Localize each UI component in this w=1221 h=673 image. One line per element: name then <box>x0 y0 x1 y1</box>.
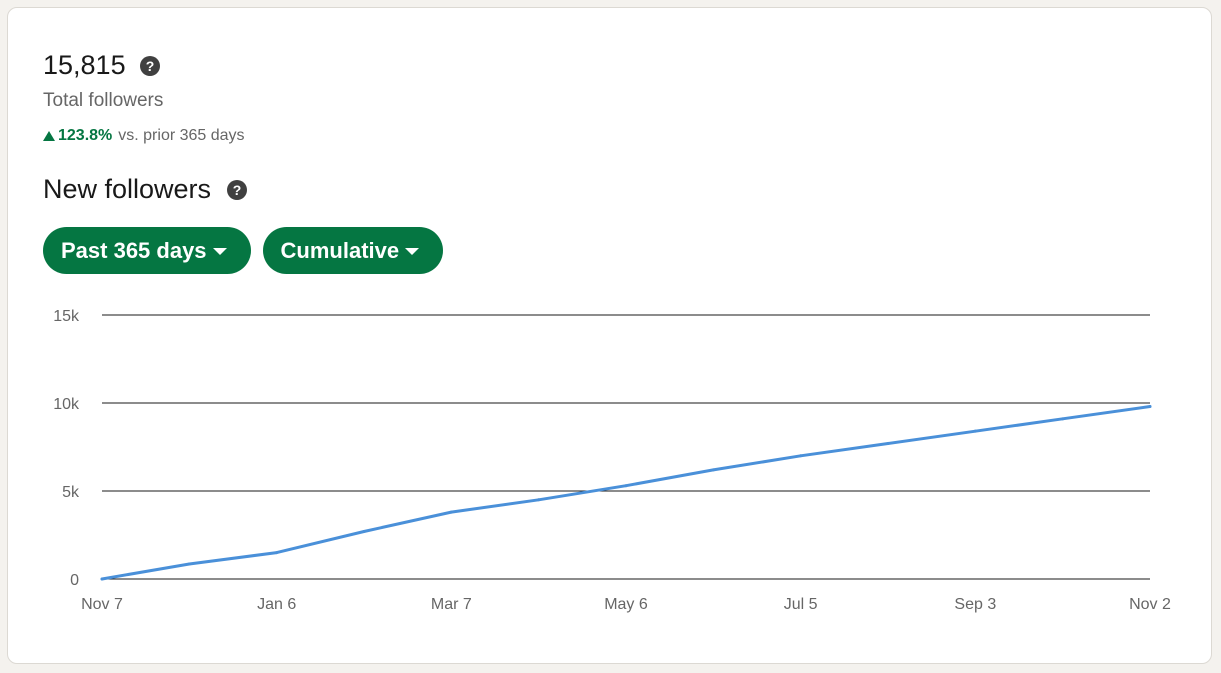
data-point <box>101 578 104 581</box>
x-tick-label: Sep 3 <box>954 596 996 613</box>
x-tick-label: May 6 <box>604 596 648 613</box>
x-tick-label: Mar 7 <box>431 596 472 613</box>
data-point <box>188 563 191 566</box>
y-tick-label: 0 <box>70 572 79 589</box>
x-tick-label: Nov 7 <box>81 596 123 613</box>
data-point <box>799 454 802 457</box>
data-point <box>1149 405 1152 408</box>
x-tick-label: Jan 6 <box>257 596 296 613</box>
y-tick-label: 10k <box>53 396 80 413</box>
data-point <box>887 442 890 445</box>
y-tick-label: 15k <box>53 308 80 325</box>
y-tick-label: 5k <box>62 484 80 501</box>
x-tick-label: Jul 5 <box>784 596 818 613</box>
data-point <box>712 468 715 471</box>
data-point <box>275 551 278 554</box>
data-point <box>625 484 628 487</box>
data-point <box>363 530 366 533</box>
series-line <box>102 407 1150 580</box>
x-tick-label: Nov 2 <box>1129 596 1171 613</box>
data-point <box>450 511 453 514</box>
data-point <box>537 498 540 501</box>
data-point <box>1061 417 1064 420</box>
data-point <box>974 430 977 433</box>
